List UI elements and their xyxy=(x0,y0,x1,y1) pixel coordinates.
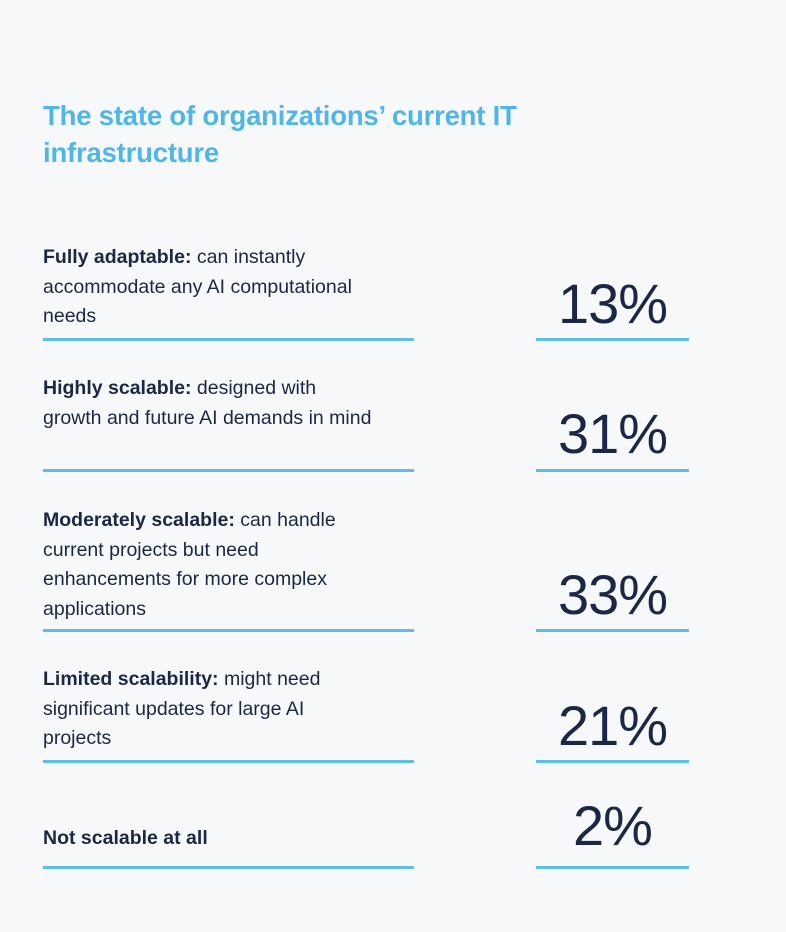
row-divider-left xyxy=(43,338,414,341)
row-description: designed with growth and future AI deman… xyxy=(43,377,372,429)
row-category: Not scalable at all xyxy=(43,827,208,849)
row-divider-left xyxy=(43,760,414,763)
row-description: can instantly accommodate any AI computa… xyxy=(43,246,352,327)
row-percentage: 33% xyxy=(557,563,668,626)
row-label: Not scalable at all xyxy=(43,824,373,854)
row-percentage: 21% xyxy=(557,694,668,757)
row-percentage: 31% xyxy=(557,402,668,465)
row-divider-right xyxy=(536,760,689,763)
row-category: Moderately scalable: xyxy=(43,509,235,531)
row-divider-right xyxy=(536,629,689,632)
row-category: Fully adaptable: xyxy=(43,246,192,268)
row-description: might need significant updates for large… xyxy=(43,668,321,749)
row-label: Highly scalable: designed with growth an… xyxy=(43,374,373,433)
row-category: Limited scalability: xyxy=(43,668,219,690)
row-divider-left xyxy=(43,866,414,869)
row-label: Moderately scalable: can handle current … xyxy=(43,506,373,624)
chart-title: The state of organizations’ current IT i… xyxy=(43,100,517,168)
row-description: can handle current projects but need enh… xyxy=(43,509,336,620)
row-category: Highly scalable: xyxy=(43,377,192,399)
row-divider-right xyxy=(536,469,689,472)
row-percentage: 13% xyxy=(557,272,668,335)
row-divider-right xyxy=(536,338,689,341)
row-divider-left xyxy=(43,629,414,632)
row-percentage: 2% xyxy=(573,794,653,857)
row-divider-right xyxy=(536,866,689,869)
row-label: Fully adaptable: can instantly accommoda… xyxy=(43,243,373,332)
row-label: Limited scalability: might need signific… xyxy=(43,665,373,754)
row-divider-left xyxy=(43,469,414,472)
